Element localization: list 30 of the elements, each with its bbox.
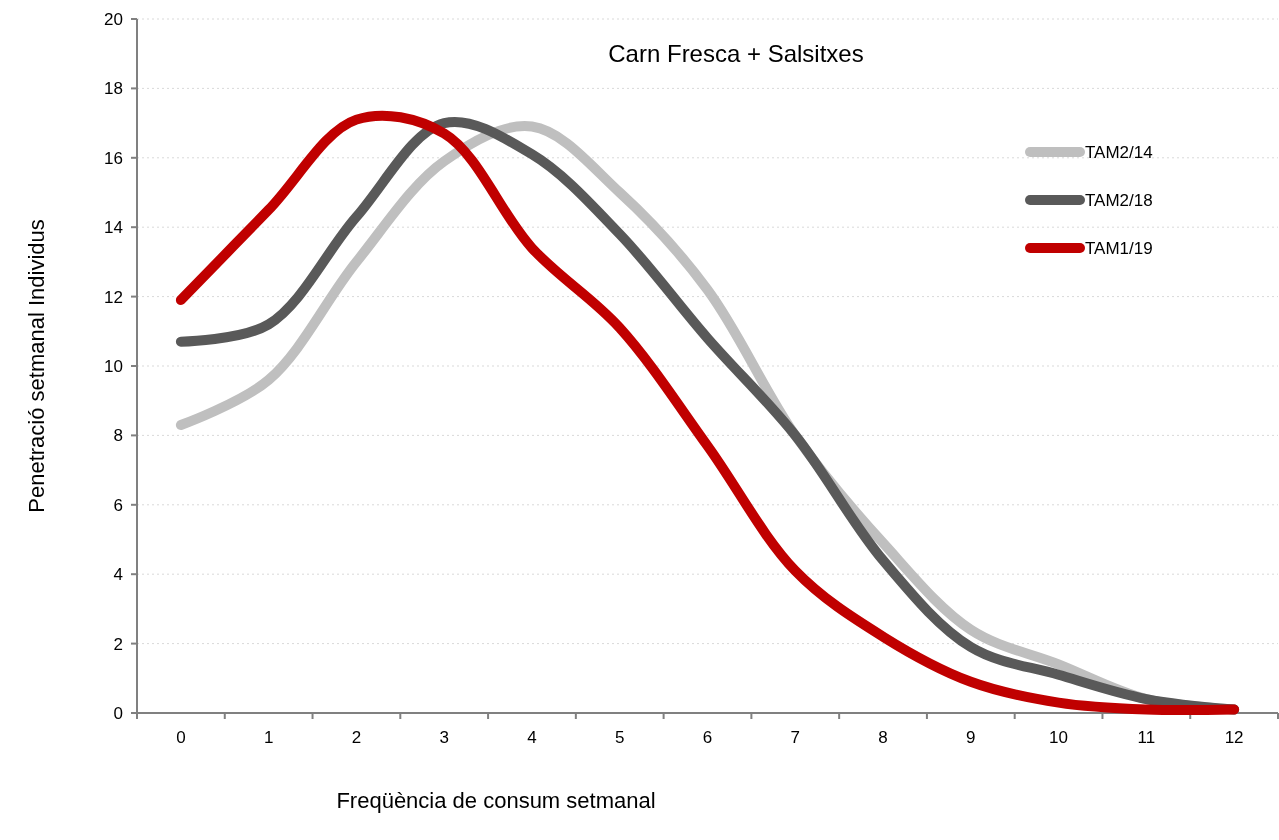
x-axis-title: Freqüència de consum setmanal: [336, 788, 656, 813]
y-tick-label: 2: [113, 634, 123, 654]
y-tick-label: 12: [104, 287, 123, 307]
x-tick-label: 3: [439, 728, 449, 747]
x-tick-label: 2: [351, 728, 362, 747]
x-tick-label: 10: [1049, 728, 1069, 747]
legend-label: TAM2/14: [1085, 142, 1153, 162]
y-tick-label: 4: [113, 565, 123, 585]
y-tick-label: 14: [104, 218, 123, 238]
x-tick-label: 0: [176, 728, 186, 747]
x-tick-label: 7: [790, 728, 800, 747]
x-tick-label: 4: [527, 728, 537, 747]
x-tick-label: 6: [702, 728, 713, 747]
y-tick-label: 18: [104, 79, 123, 99]
x-tick-label: 12: [1224, 728, 1244, 747]
x-tick-label: 8: [878, 728, 888, 747]
y-tick-label: 10: [104, 356, 123, 376]
y-tick-label: 16: [104, 148, 123, 168]
x-tick-label: 5: [615, 728, 625, 747]
y-tick-label: 8: [113, 426, 123, 446]
y-tick-label: 20: [104, 9, 123, 29]
y-tick-label: 6: [113, 495, 123, 515]
y-tick-label: 0: [113, 703, 123, 723]
x-tick-label: 9: [966, 728, 976, 747]
x-tick-label: 11: [1137, 728, 1156, 747]
legend-label: TAM1/19: [1085, 238, 1153, 258]
y-axis-title: Penetració setmanal Individus: [24, 219, 49, 513]
x-tick-label: 1: [263, 728, 274, 747]
legend-label: TAM2/18: [1085, 190, 1153, 210]
text: Carn Fresca + Salsitxes: [608, 40, 864, 67]
